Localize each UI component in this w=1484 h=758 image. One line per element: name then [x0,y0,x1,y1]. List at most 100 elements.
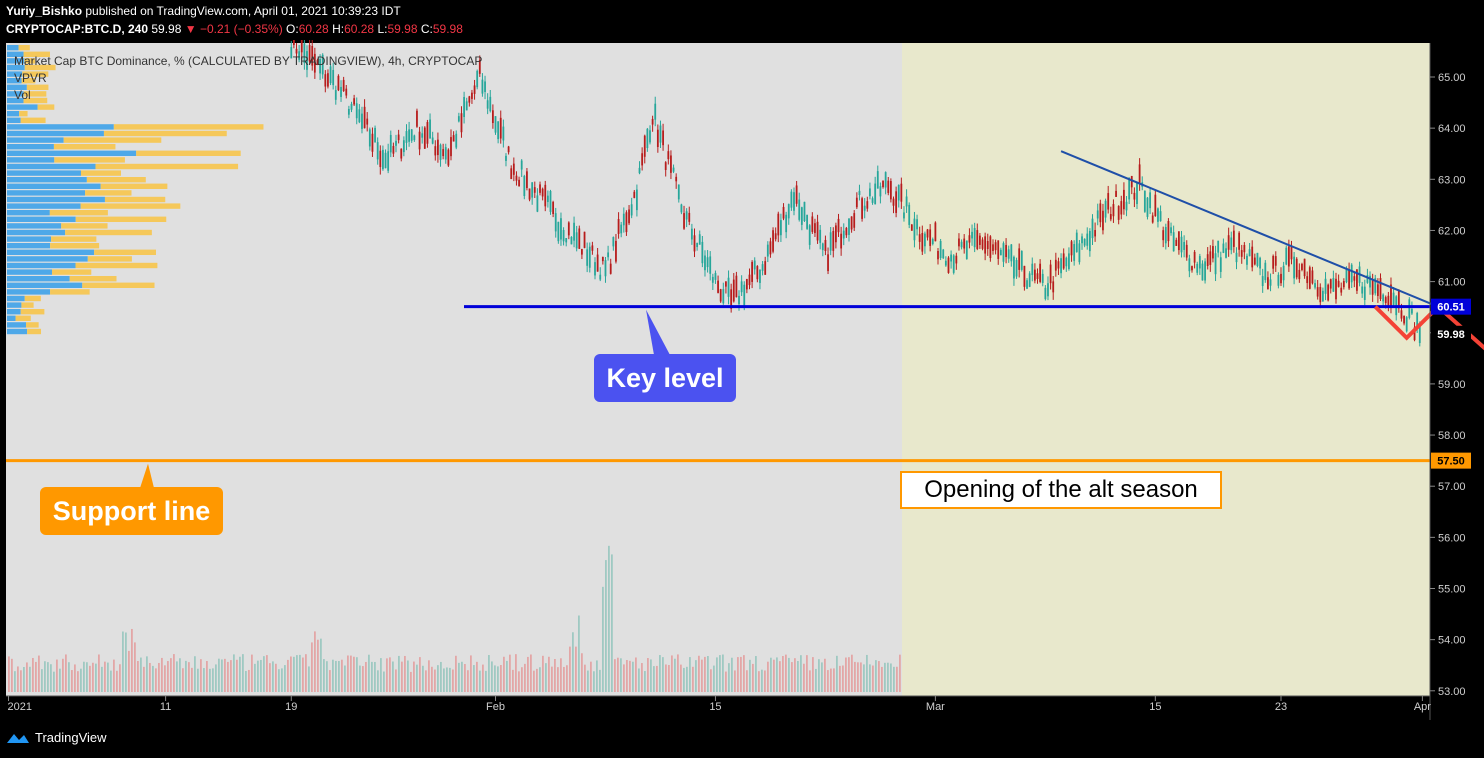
volume-bar [11,658,13,692]
volume-profile-down-bar [75,216,167,222]
candle-body [1086,233,1089,246]
volume-bar [248,669,250,692]
candle-body [1015,260,1018,277]
open-value: 60.28 [298,22,329,36]
volume-bar [59,668,61,692]
volume-bar [848,657,850,692]
candle-body [1232,230,1235,247]
candle-body [523,176,526,197]
candle-body [706,257,709,268]
legend-vol[interactable]: Vol [14,88,31,102]
volume-bar [533,670,535,692]
volume-profile-down-bar [61,223,108,229]
candle-body [685,211,688,220]
time-axis[interactable]: 2021 11 19 Feb 15 Mar 15 23 Apr [8,696,1432,713]
volume-bar [47,662,49,692]
price-chart[interactable]: 65.0064.0063.0062.0061.0060.0059.0058.00… [0,18,1484,720]
candle-body [916,219,918,230]
projection-arrow[interactable] [1373,303,1484,461]
candle-body [1293,256,1296,279]
candle-body [321,54,324,75]
volume-bar [794,658,796,692]
volume-profile-down-bar [19,111,28,117]
candle-body [869,188,871,197]
time-tick-label: Feb [486,701,505,713]
candle-body [1096,210,1099,219]
volume-bar [881,666,883,692]
candle-body [1177,231,1180,251]
volume-bar [392,661,394,692]
price-label-bg [1431,298,1471,315]
candle-body [457,116,460,122]
candle-body [727,277,730,297]
trend-line[interactable] [1060,150,1439,308]
symbol-name: CRYPTOCAP:BTC.D, 240 [6,22,149,36]
price-tick-label: 61.00 [1438,277,1466,289]
volume-bar [125,632,127,692]
candle-body [298,51,301,60]
volume-bar [215,664,217,692]
candle-body [704,255,706,271]
volume-bar [776,657,778,692]
volume-bar [635,657,637,692]
tradingview-logo[interactable]: TradingView [6,730,107,745]
legend-vpvr[interactable]: VPVR [14,71,47,85]
volume-profile-up-bar [7,71,23,77]
open-label: O: [286,22,299,36]
volume-profile-up-bar [7,130,104,137]
volume-profile-down-bar [53,144,116,150]
symbol-info: CRYPTOCAP:BTC.D, 240 59.98 ▼ −0.21 (−0.3… [6,22,463,36]
candle-body [416,110,418,127]
candle-body [1083,238,1086,246]
candle-body [1172,232,1175,252]
price-axis[interactable]: 65.0064.0063.0062.0061.0060.0059.0058.00… [1430,72,1466,698]
candle-body [392,146,395,154]
candle-body [670,155,672,173]
volume-bar [587,670,589,692]
volume-bar [365,661,367,692]
price-tick-label: 54.00 [1438,635,1466,647]
candle-body [863,205,866,211]
candle-body [1057,261,1060,269]
time-tick-label: Mar [926,701,945,713]
candle-body [586,249,589,266]
volume-bar [572,632,574,692]
candle-body [698,234,701,245]
volume-bar [773,659,775,692]
close-label: C: [420,22,433,36]
candle-body [646,128,649,149]
volume-bar [479,670,481,692]
candle-body [808,225,811,245]
candle-body [594,262,596,276]
candle-body [1036,273,1039,279]
candle-body [1204,261,1206,281]
volume-bar [179,658,181,692]
volume-bar [308,666,310,692]
volume-bar [371,661,373,692]
volume-bar [257,660,259,692]
volume-bar [719,655,721,692]
candle-body [418,131,421,150]
volume-profile-up-bar [7,163,96,170]
volume-bar [524,663,526,692]
author-name[interactable]: Yuriy_Bishko [6,4,83,18]
candle-body [1039,263,1042,282]
candle-body [1162,230,1165,241]
volume-bar [137,660,139,692]
chart-area[interactable]: 65.0064.0063.0062.0061.0060.0059.0058.00… [0,18,1484,720]
candle-body [1287,246,1290,267]
candle-body [497,121,500,140]
time-tick-label: 15 [709,701,721,713]
volume-bar [671,655,673,692]
volume-bar [221,659,223,692]
volume-bar [146,656,148,692]
candle-body [562,230,565,242]
candle-body [659,125,662,143]
volume-bar [347,655,349,692]
volume-bar [791,662,793,692]
volume-bar [743,655,745,692]
candle-body [651,118,654,125]
volume-bar [509,654,511,692]
candle-body [347,108,350,115]
volume-bar [722,654,724,692]
